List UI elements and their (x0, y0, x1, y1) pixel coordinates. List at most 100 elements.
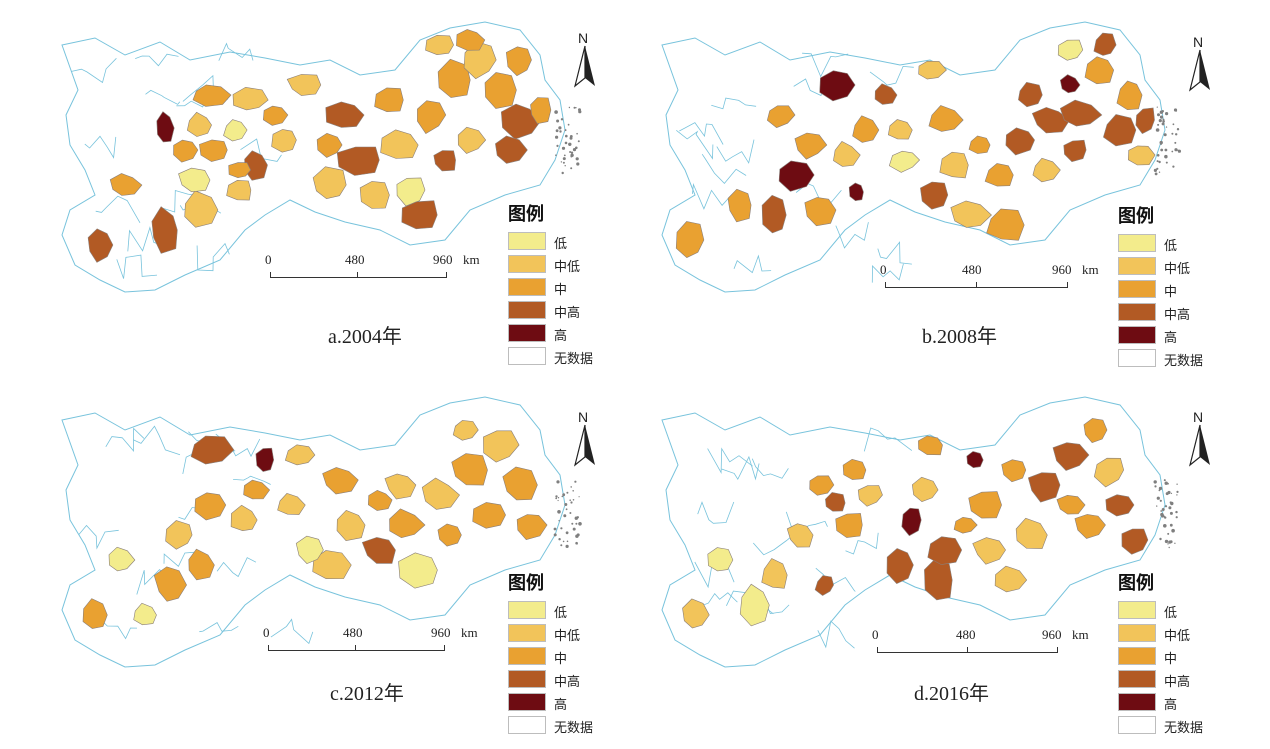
coast-island (1158, 486, 1163, 491)
map-region (707, 547, 734, 572)
map-region (277, 493, 306, 515)
coast-island (561, 171, 564, 175)
map-region (1063, 139, 1087, 163)
legend-label: 中 (1164, 652, 1178, 667)
coast-island (1161, 508, 1165, 511)
map-caption: c.2012年 (330, 683, 404, 705)
coast-island (1159, 537, 1162, 541)
legend-label: 低 (554, 606, 568, 621)
map-region (153, 566, 187, 602)
coast-island (557, 499, 559, 502)
coast-island (572, 490, 574, 492)
map-region (316, 132, 343, 158)
map-region (228, 162, 251, 179)
boundary-line (133, 425, 181, 456)
legend-swatch (1118, 670, 1156, 688)
map-region (398, 552, 438, 589)
coast-island (1164, 154, 1168, 159)
map-region (359, 181, 390, 209)
coast-island (1154, 172, 1158, 176)
coast-island (576, 162, 580, 166)
coast-island (1156, 496, 1160, 500)
coast-island (1153, 480, 1157, 484)
north-label: N (578, 409, 589, 425)
map-region (986, 208, 1025, 241)
map-region (472, 502, 506, 529)
scale-label-480: 480 (345, 252, 365, 267)
legend-swatch (508, 347, 546, 365)
legend-item: 中高 (508, 301, 648, 321)
coast-island (1162, 120, 1165, 123)
map-caption: a.2004年 (328, 326, 402, 348)
map-region (1031, 107, 1071, 134)
map-region (437, 58, 471, 98)
map-region (739, 583, 770, 627)
choropleth-map-2012 (61, 396, 582, 668)
legend-item: 中低 (508, 624, 648, 644)
coast-island (570, 167, 573, 170)
map-region (108, 546, 136, 572)
coast-island (1163, 479, 1166, 482)
legend-label: 低 (1164, 239, 1178, 254)
map-region (186, 111, 212, 137)
boundary-line (697, 592, 738, 608)
coast-island (1168, 540, 1172, 544)
boundary-line (802, 52, 849, 78)
boundary-line (752, 534, 794, 556)
map-region (953, 516, 978, 534)
legend-label: 无数据 (1164, 721, 1204, 736)
coast-island (1164, 148, 1168, 152)
coast-island (563, 514, 567, 518)
coast-island (566, 491, 569, 494)
north-arrow-icon (573, 424, 595, 467)
legend-swatch (1118, 647, 1156, 665)
map-panel-2016: N 0 480 960 km d.2016年 图例低中低中中高高无数据 (600, 375, 1235, 749)
legend-label: 中低 (554, 629, 581, 644)
legend-item: 低 (1118, 601, 1258, 621)
map-region (1059, 74, 1081, 94)
map-region (325, 101, 365, 128)
coast-island (557, 497, 560, 499)
choropleth-map-2004 (61, 21, 582, 293)
map-legend: 图例低中低中中高高无数据 (1118, 569, 1250, 739)
legend-swatch (508, 670, 546, 688)
map-region (374, 87, 404, 113)
map-region (927, 536, 963, 565)
coast-island (575, 107, 577, 109)
map-region (887, 119, 913, 140)
coast-island (1170, 501, 1174, 506)
map-region (286, 74, 322, 96)
scale-bar: 0 480 960 km (263, 625, 493, 665)
scale-label-960: 960 (431, 625, 451, 640)
coast-island (564, 129, 567, 132)
coast-island (1177, 149, 1179, 151)
boundary-line (716, 139, 755, 164)
map-region (109, 173, 143, 196)
legend-item: 高 (508, 693, 648, 713)
map-legend: 图例低中低中中高高无数据 (508, 200, 640, 370)
map-region (421, 477, 461, 510)
coast-island (1160, 143, 1162, 145)
legend-label: 中高 (1164, 675, 1191, 690)
map-region (984, 163, 1014, 187)
coast-island (558, 538, 561, 541)
map-region (401, 200, 438, 230)
coast-island (578, 522, 582, 526)
boundary-line (676, 129, 714, 160)
map-region (901, 507, 922, 537)
scale-label-960: 960 (1042, 627, 1062, 642)
boundary-line (71, 58, 117, 84)
legend-swatch (1118, 326, 1156, 344)
coast-island (555, 497, 558, 500)
coast-island (1154, 485, 1157, 488)
scale-unit: km (461, 625, 478, 640)
coast-island (1156, 154, 1160, 157)
legend-label: 高 (554, 329, 568, 344)
map-region (1083, 418, 1108, 444)
legend-label: 中 (554, 283, 568, 298)
legend-label: 中低 (554, 260, 581, 275)
boundary-line (199, 622, 239, 633)
coast-island (560, 527, 563, 530)
coast-island (1153, 168, 1157, 172)
legend-item: 低 (508, 601, 648, 621)
